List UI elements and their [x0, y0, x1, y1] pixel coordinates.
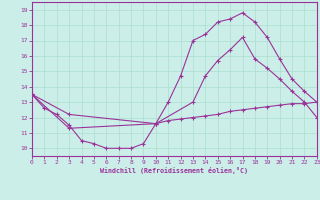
X-axis label: Windchill (Refroidissement éolien,°C): Windchill (Refroidissement éolien,°C): [100, 167, 248, 174]
